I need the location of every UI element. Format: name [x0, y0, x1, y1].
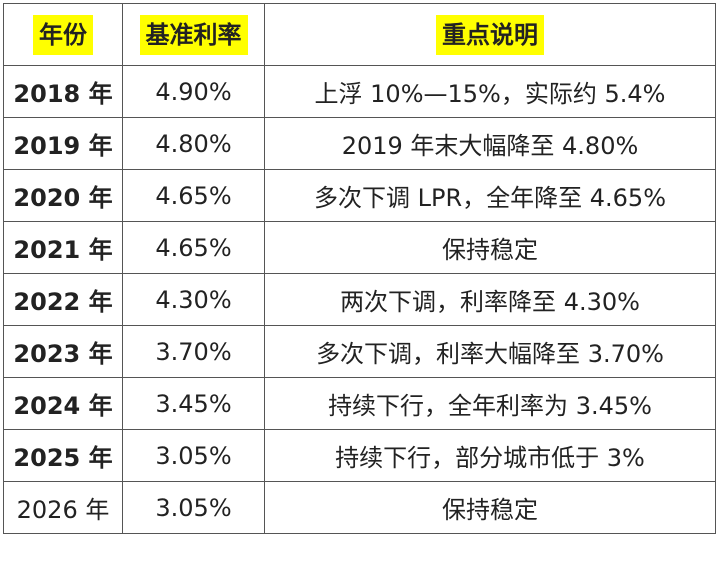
rate-cell: 3.05% [122, 429, 265, 482]
year-cell: 2026 年 [3, 481, 123, 534]
rate-cell: 4.90% [122, 65, 265, 118]
table-row: 2025 年 3.05% 持续下行，部分城市低于 3% [3, 429, 716, 482]
rate-cell: 3.70% [122, 325, 265, 378]
year-cell: 2024 年 [3, 377, 123, 430]
header-row: 年份 基准利率 重点说明 [3, 3, 716, 66]
note-cell: 多次下调，利率大幅降至 3.70% [264, 325, 716, 378]
year-cell: 2021 年 [3, 221, 123, 274]
rate-cell: 4.80% [122, 117, 265, 170]
note-cell: 2019 年末大幅降至 4.80% [264, 117, 716, 170]
table-row: 2018 年 4.90% 上浮 10%—15%，实际约 5.4% [3, 65, 716, 118]
header-year-label: 年份 [33, 14, 93, 55]
note-cell: 保持稳定 [264, 481, 716, 534]
table-row: 2026 年 3.05% 保持稳定 [3, 481, 716, 534]
rate-table: 年份 基准利率 重点说明 2018 年 4.90% 上浮 10%—15%，实际约… [3, 3, 716, 534]
table-row: 2021 年 4.65% 保持稳定 [3, 221, 716, 274]
year-cell: 2020 年 [3, 169, 123, 222]
table-row: 2020 年 4.65% 多次下调 LPR，全年降至 4.65% [3, 169, 716, 222]
header-note-label: 重点说明 [436, 14, 544, 55]
header-year: 年份 [3, 3, 123, 66]
rate-cell: 3.45% [122, 377, 265, 430]
table-row: 2024 年 3.45% 持续下行，全年利率为 3.45% [3, 377, 716, 430]
note-cell: 两次下调，利率降至 4.30% [264, 273, 716, 326]
header-note: 重点说明 [264, 3, 716, 66]
table-row: 2023 年 3.70% 多次下调，利率大幅降至 3.70% [3, 325, 716, 378]
rate-table-container: 年份 基准利率 重点说明 2018 年 4.90% 上浮 10%—15%，实际约… [3, 3, 716, 534]
header-rate-label: 基准利率 [139, 14, 248, 55]
year-cell: 2022 年 [3, 273, 123, 326]
note-cell: 持续下行，全年利率为 3.45% [264, 377, 716, 430]
note-cell: 持续下行，部分城市低于 3% [264, 429, 716, 482]
note-cell: 上浮 10%—15%，实际约 5.4% [264, 65, 716, 118]
table-row: 2019 年 4.80% 2019 年末大幅降至 4.80% [3, 117, 716, 170]
rate-cell: 4.65% [122, 221, 265, 274]
note-cell: 多次下调 LPR，全年降至 4.65% [264, 169, 716, 222]
rate-cell: 3.05% [122, 481, 265, 534]
table-row: 2022 年 4.30% 两次下调，利率降至 4.30% [3, 273, 716, 326]
year-cell: 2023 年 [3, 325, 123, 378]
header-rate: 基准利率 [122, 3, 265, 66]
note-cell: 保持稳定 [264, 221, 716, 274]
year-cell: 2018 年 [3, 65, 123, 118]
rate-cell: 4.30% [122, 273, 265, 326]
year-cell: 2025 年 [3, 429, 123, 482]
year-cell: 2019 年 [3, 117, 123, 170]
rate-cell: 4.65% [122, 169, 265, 222]
